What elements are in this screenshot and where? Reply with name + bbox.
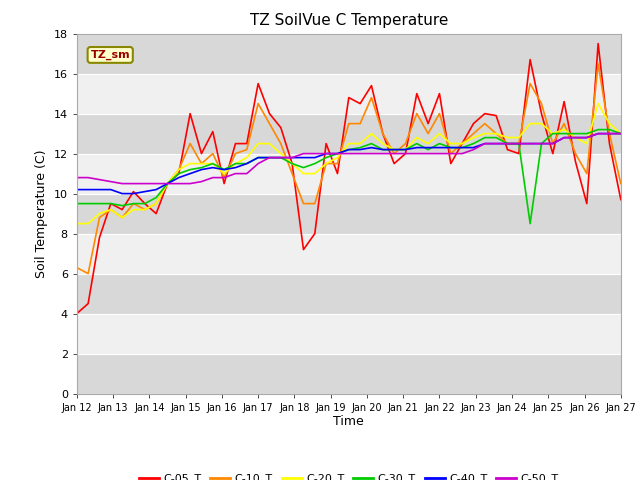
Bar (77, 34, 621, 73)
Bar (77, 234, 621, 274)
Text: TZ_sm: TZ_sm (90, 50, 130, 60)
Y-axis label: Soil Temperature (C): Soil Temperature (C) (35, 149, 48, 278)
Bar (77, 193, 621, 234)
X-axis label: Time: Time (333, 415, 364, 429)
Bar (77, 154, 621, 193)
Bar (77, 114, 621, 154)
Bar (77, 73, 621, 114)
Title: TZ SoilVue C Temperature: TZ SoilVue C Temperature (250, 13, 448, 28)
Bar (77, 274, 621, 313)
Legend: C-05_T, C-10_T, C-20_T, C-30_T, C-40_T, C-50_T: C-05_T, C-10_T, C-20_T, C-30_T, C-40_T, … (134, 469, 563, 480)
Bar (77, 354, 621, 394)
Bar (77, 313, 621, 354)
